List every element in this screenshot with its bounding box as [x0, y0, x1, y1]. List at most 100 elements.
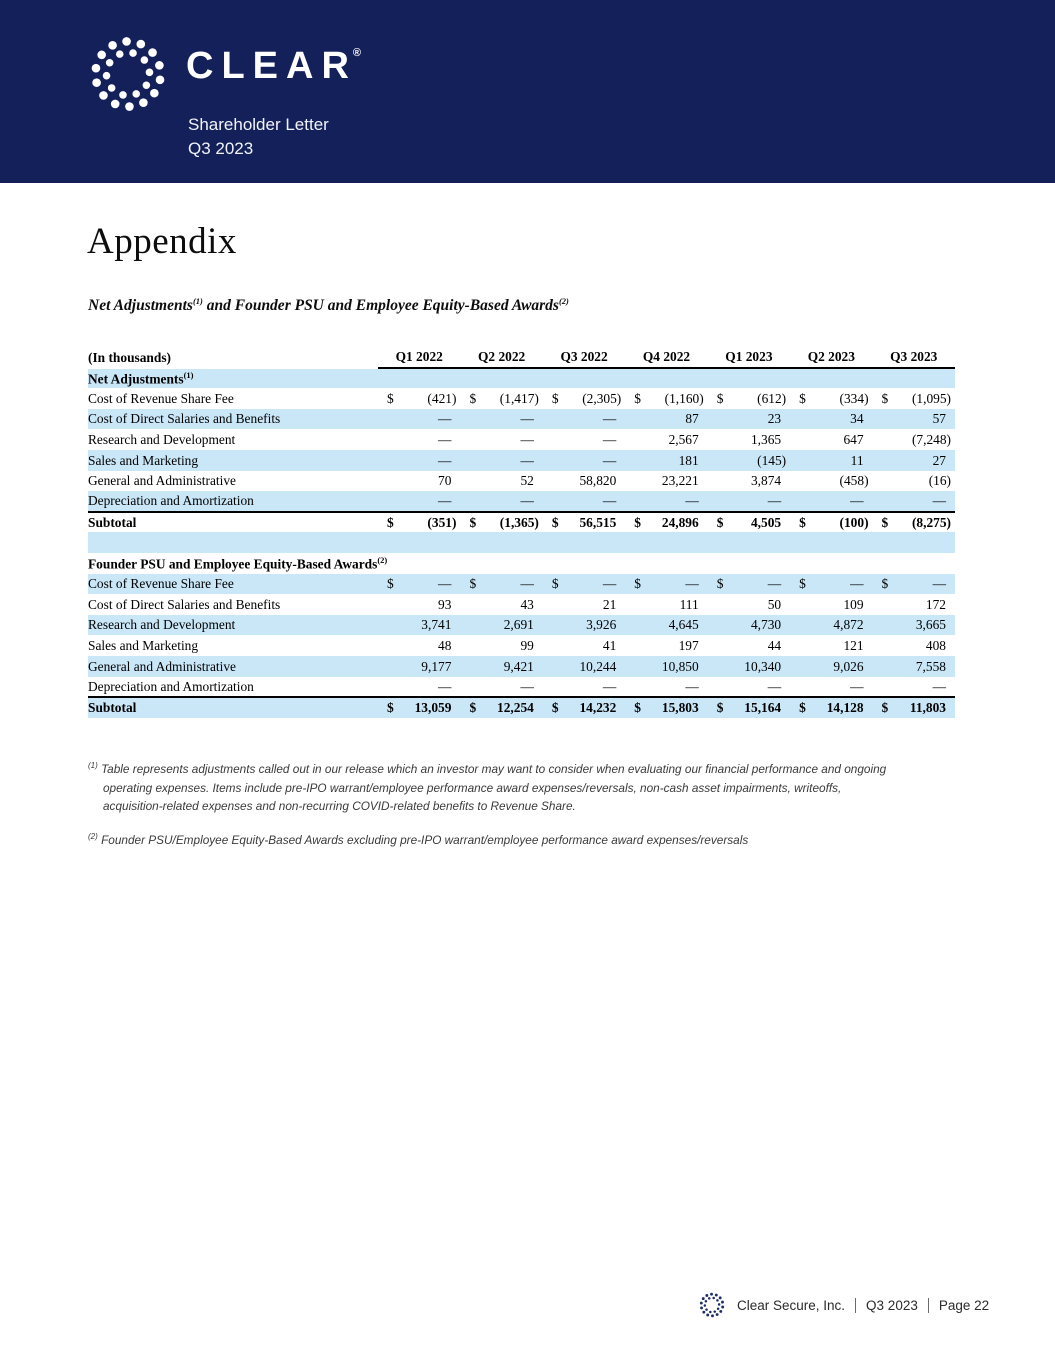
- cell-value: 15,803: [661, 700, 699, 716]
- value-cell: $ (334): [790, 388, 872, 409]
- dollar-sign: $: [716, 390, 724, 406]
- dollar-sign: $: [551, 576, 559, 592]
- cell-value: 21: [602, 596, 617, 612]
- cell-value: 48: [438, 637, 452, 653]
- table-row: Cost of Revenue Share Fee $ — $ — $ — $ — $ — $ — $ —: [88, 573, 955, 595]
- cell-value: 24,896: [661, 514, 699, 530]
- cell-value: 14,232: [579, 700, 617, 716]
- cell-value: 87: [685, 411, 699, 427]
- section-heading-part2: and Founder PSU and Employee Equity-Base…: [202, 297, 559, 315]
- value-cell: $12,254: [460, 696, 543, 718]
- unit-label: (In thousands): [88, 349, 171, 365]
- table-row: Sales and Marketing 48 99 41 197 44 121 408: [88, 635, 955, 656]
- cell-value: 9,421: [503, 658, 534, 674]
- dollar-sign: $: [387, 576, 394, 592]
- cell-value: 23: [767, 411, 782, 427]
- cell-value: 3,665: [915, 617, 946, 633]
- value-cell: —: [872, 491, 955, 512]
- value-cell: —: [378, 408, 461, 430]
- table-row: General and Administrative 70 52 58,820 23,2…: [88, 471, 955, 492]
- dollar-sign: $: [469, 390, 477, 406]
- value-cell: —: [378, 491, 461, 512]
- cell-value: —: [767, 576, 782, 592]
- cell-value: 3,741: [421, 617, 452, 633]
- value-cell: $ (421): [378, 388, 460, 409]
- dollar-sign: $: [387, 390, 394, 406]
- brand-wordmark: CLEAR®: [186, 47, 361, 85]
- cell-value: —: [850, 493, 864, 509]
- cell-value: 3,926: [586, 617, 617, 633]
- cell-value: 56,515: [579, 514, 617, 530]
- cell-value: —: [685, 576, 699, 592]
- column-header: Q2 2022: [460, 347, 543, 369]
- column-header: Q3 2023: [872, 347, 955, 369]
- row-label: Subtotal: [88, 510, 379, 533]
- cell-value: —: [520, 576, 534, 592]
- footnote-1-marker: (1): [88, 761, 98, 771]
- cell-value: 10,244: [579, 658, 617, 674]
- cell-value: (1,365): [499, 514, 539, 530]
- cell-value: 52: [520, 473, 534, 489]
- clear-logo-icon: [91, 37, 165, 111]
- cell-value: 99: [520, 637, 534, 653]
- cell-value: 121: [843, 637, 864, 653]
- dollar-sign: $: [387, 700, 394, 716]
- value-cell: $56,515: [542, 510, 626, 533]
- subtotal-row: Subtotal $ (351) $ (1,365) $56,515 $24,896 $4,5…: [88, 510, 955, 533]
- value-cell: 9,026: [790, 655, 873, 677]
- value-cell: 121: [790, 635, 872, 656]
- dollar-sign: $: [387, 514, 394, 530]
- footer-separator: [855, 1297, 857, 1313]
- value-cell: —: [625, 491, 708, 512]
- footer-page-number: Page 22: [938, 1297, 990, 1313]
- column-header: Q1 2022: [378, 347, 461, 369]
- cell-value: 2,691: [503, 617, 534, 633]
- dollar-sign: $: [799, 700, 806, 716]
- cell-value: 2,567: [668, 431, 699, 447]
- cell-value: 44: [767, 637, 782, 653]
- value-cell: 23: [707, 408, 791, 430]
- cell-value: 34: [850, 411, 864, 427]
- cell-value: (145): [757, 452, 787, 468]
- value-cell: $11,803: [872, 696, 955, 718]
- cell-value: (7,248): [911, 431, 951, 447]
- value-cell: —: [460, 408, 543, 430]
- value-cell: $ —: [790, 573, 873, 595]
- cell-value: —: [520, 493, 534, 509]
- table-row: Cost of Direct Salaries and Benefits — — — 8…: [88, 408, 955, 430]
- cell-value: —: [438, 452, 452, 468]
- financial-table: (In thousands) Q1 2022 Q2 2022 Q3 2022 Q4 20…: [88, 347, 955, 718]
- cell-value: (1,417): [499, 390, 539, 406]
- section-header-row: Net Adjustments(1): [88, 367, 955, 389]
- cell-value: —: [850, 576, 864, 592]
- dollar-sign: $: [799, 390, 806, 406]
- cell-value: (1,160): [664, 390, 704, 406]
- cell-value: 11,803: [909, 700, 946, 716]
- value-cell: 9,177: [378, 655, 461, 677]
- value-cell: 3,741: [378, 614, 461, 636]
- row-label: Depreciation and Amortization: [88, 491, 379, 512]
- cell-value: 43: [520, 596, 534, 612]
- value-cell: 109: [790, 594, 872, 615]
- value-cell: —: [625, 677, 707, 698]
- section-heading: Net Adjustments(1) and Founder PSU and E…: [88, 296, 569, 315]
- cell-value: 4,872: [833, 617, 864, 633]
- value-cell: 48: [378, 635, 460, 656]
- footnote-1: (1) Table represents adjustments called …: [88, 760, 896, 816]
- cell-value: 11: [850, 452, 864, 468]
- footnotes: (1) Table represents adjustments called …: [88, 760, 896, 865]
- cell-value: 111: [679, 596, 699, 612]
- spacer-row: [88, 532, 955, 553]
- value-cell: $15,164: [707, 696, 791, 718]
- cell-value: 10,850: [661, 658, 699, 674]
- column-header: Q2 2023: [790, 347, 873, 369]
- cell-value: 4,645: [668, 617, 699, 633]
- table-row: General and Administrative 9,177 9,421 10,2…: [88, 655, 955, 677]
- row-label: General and Administrative: [88, 655, 379, 677]
- value-cell: 70: [378, 471, 460, 492]
- value-cell: 27: [872, 449, 955, 471]
- value-cell: 3,926: [542, 614, 626, 636]
- cell-value: 13,059: [414, 700, 452, 716]
- footer-company: Clear Secure, Inc.: [737, 1297, 846, 1313]
- dollar-sign: $: [469, 576, 477, 592]
